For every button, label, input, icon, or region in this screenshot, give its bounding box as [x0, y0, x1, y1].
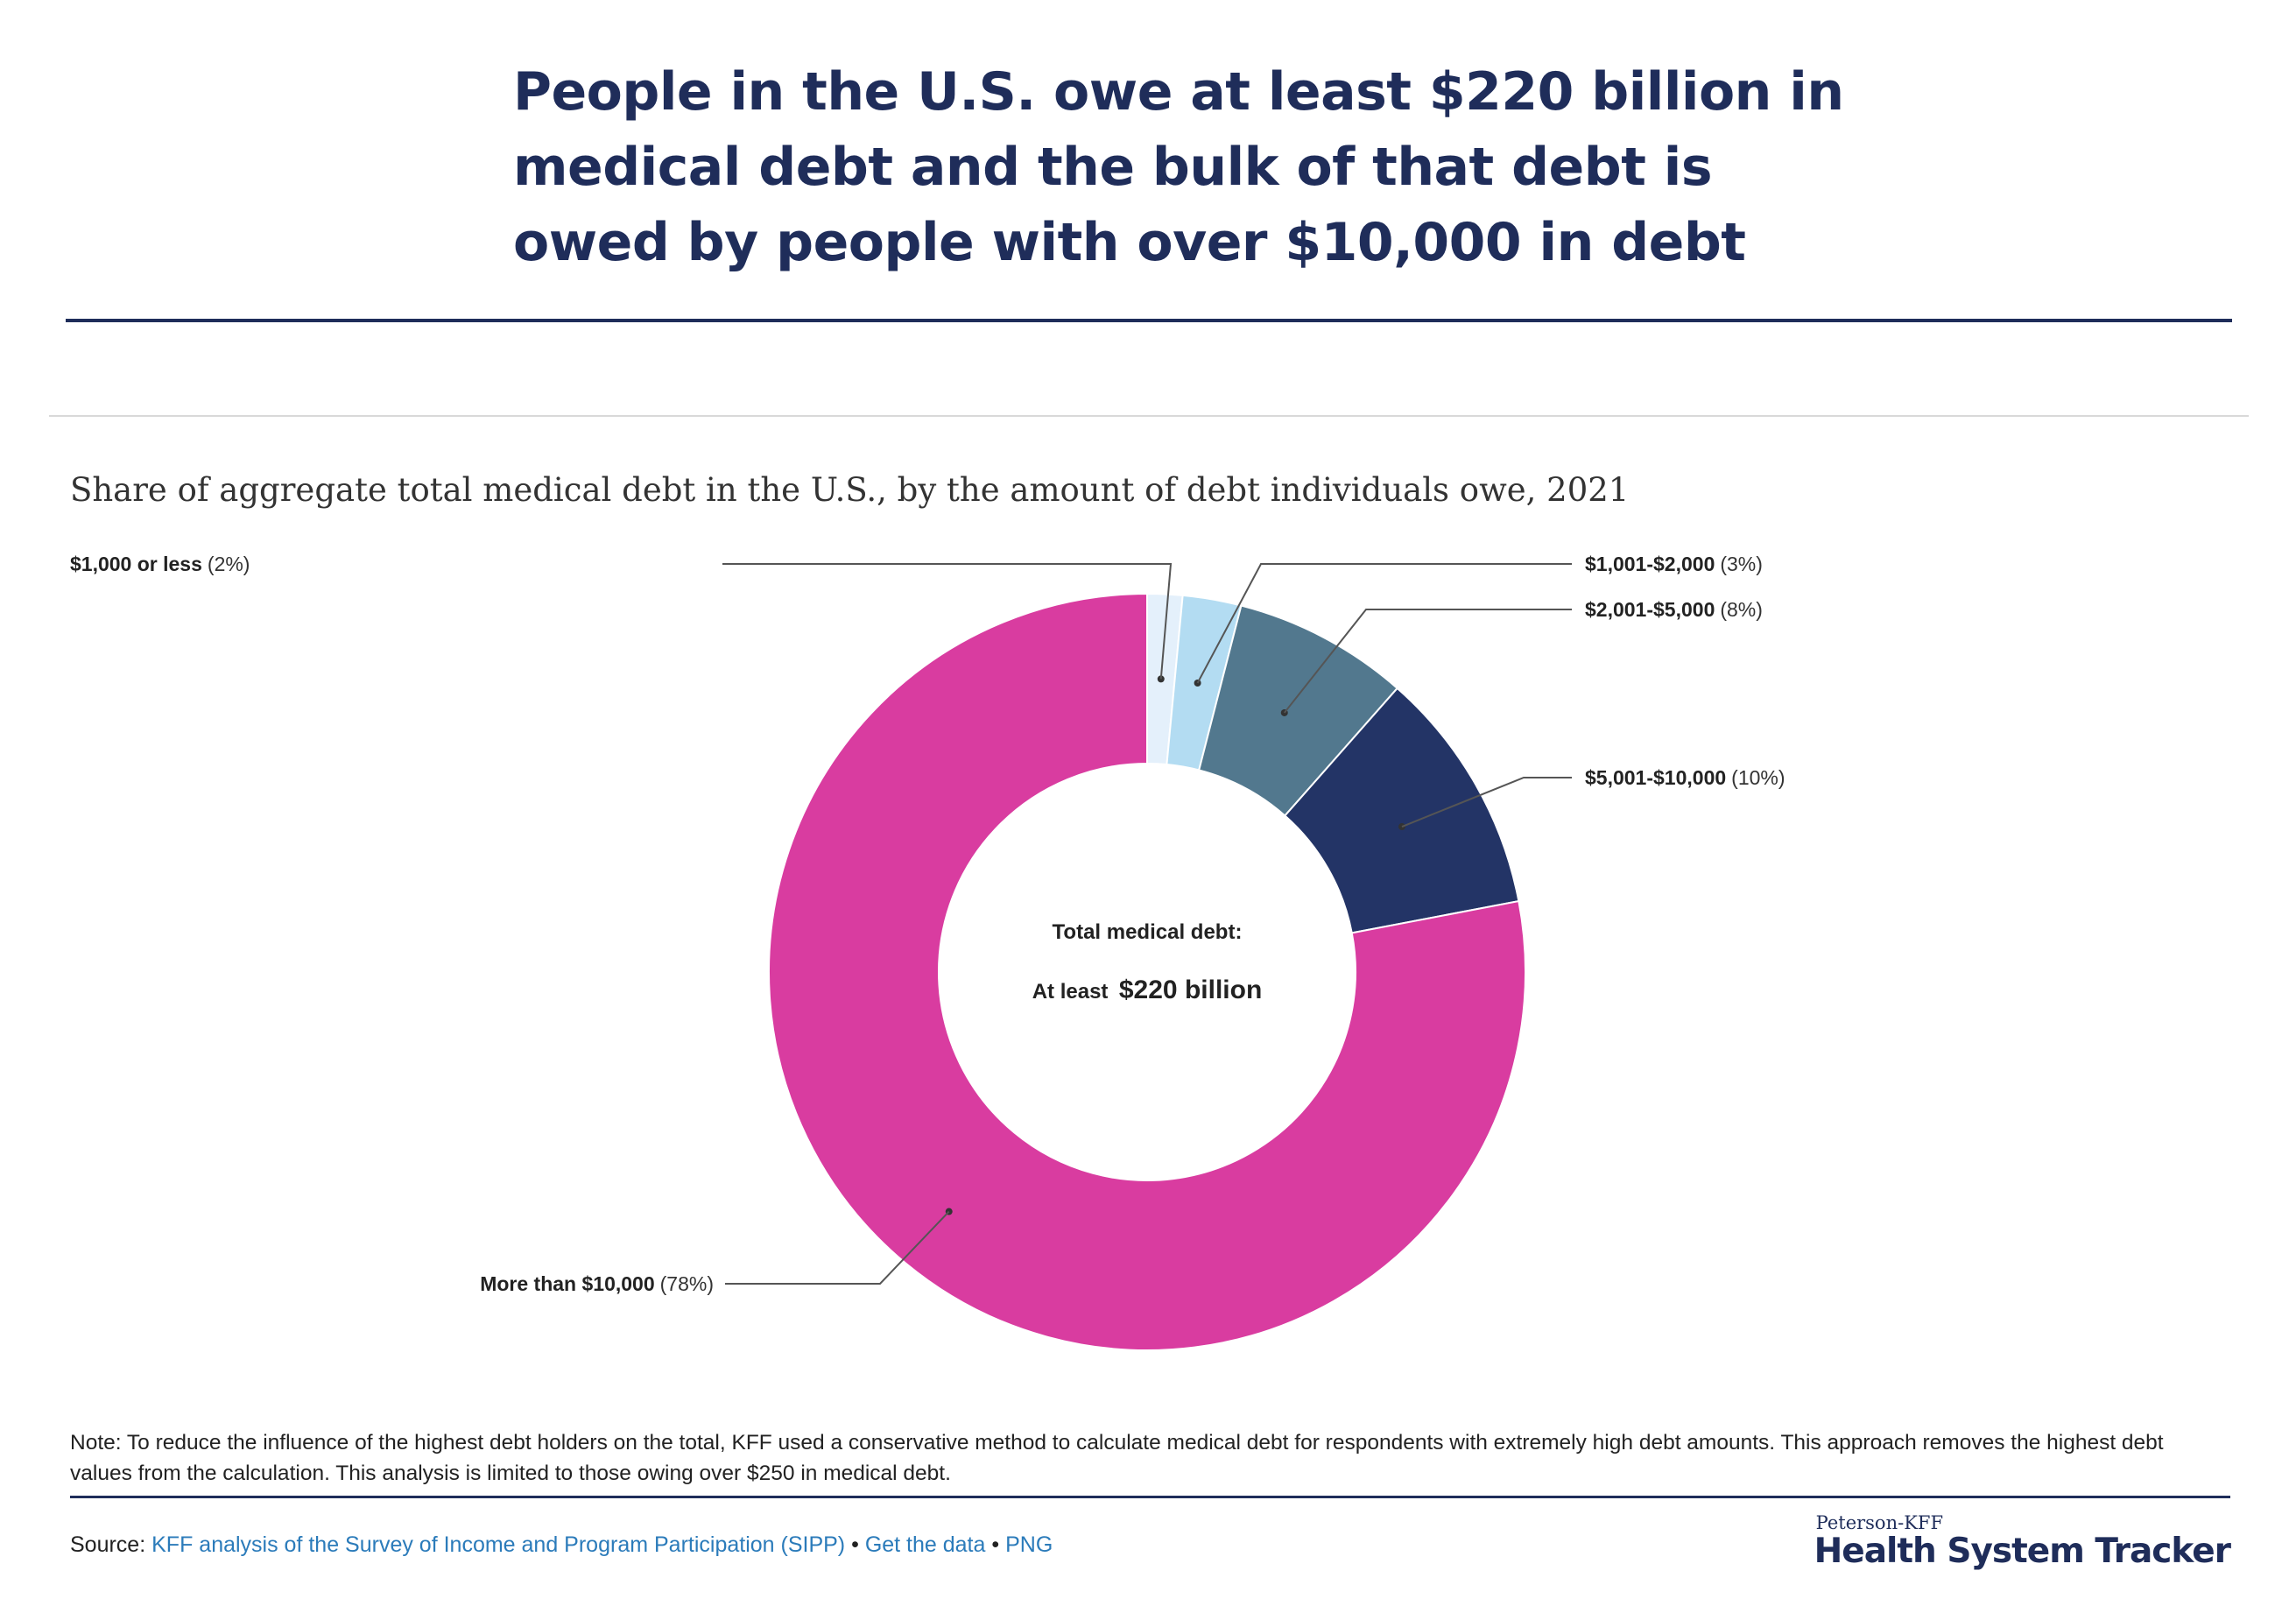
chart-headline: People in the U.S. owe at least $220 bil… [513, 54, 1914, 280]
slice-label-name: $2,001-$5,000 [1585, 598, 1715, 621]
leader-lines [722, 563, 1572, 1285]
slice-label: $1,001-$2,000 (3%) [1585, 553, 1763, 575]
footer-divider [70, 1496, 2230, 1498]
chart-subtitle: Share of aggregate total medical debt in… [70, 471, 1630, 509]
slice-label: $5,001-$10,000 (10%) [1585, 766, 1785, 789]
leader-line [1196, 563, 1572, 684]
center-label-title: Total medical debt: [1053, 920, 1243, 944]
center-label-prefix: At least [1032, 980, 1109, 1004]
leader-line [1401, 777, 1572, 828]
source-label: Source: [70, 1532, 146, 1557]
leader-line [722, 563, 1173, 680]
headline-line-3: owed by people with over $10,000 in debt [513, 212, 1746, 273]
source-separator: • [851, 1532, 859, 1557]
center-label-value: $220 billion [1119, 976, 1262, 1004]
slice-label-percent: (78%) [660, 1272, 714, 1295]
section-divider [49, 415, 2249, 417]
slice-label-name: More than $10,000 [480, 1272, 654, 1295]
source-separator: • [991, 1532, 1000, 1557]
chart-note: Note: To reduce the influence of the hig… [70, 1431, 2164, 1485]
donut-slices [768, 592, 1526, 1351]
brand-logo: Peterson-KFF Health System Tracker [1814, 1512, 2231, 1571]
leader-line [1283, 609, 1572, 714]
brand-logo-top: Peterson-KFF [1815, 1512, 1944, 1533]
slice-label-percent: (10%) [1731, 766, 1785, 789]
donut-slice [768, 592, 1526, 1351]
slice-label-percent: (2%) [208, 553, 250, 575]
source-line: Source: KFF analysis of the Survey of In… [70, 1532, 1053, 1558]
png-link[interactable]: PNG [1005, 1532, 1053, 1557]
headline-divider [66, 319, 2232, 322]
source-link-sipp[interactable]: KFF analysis of the Survey of Income and… [151, 1532, 846, 1557]
slice-label-name: $5,001-$10,000 [1585, 766, 1726, 789]
slice-labels: $1,000 or less (2%) $1,001-$2,000 (3%) $2,00… [70, 553, 1785, 1295]
slice-label-percent: (3%) [1720, 553, 1763, 575]
slice-label: $1,000 or less (2%) [70, 553, 250, 575]
slice-label-name: $1,001-$2,000 [1585, 553, 1715, 575]
center-label-total: At least $220 billion [1032, 976, 1263, 1004]
brand-logo-main: Health System Tracker [1814, 1532, 2231, 1571]
slice-label-name: $1,000 or less [70, 553, 202, 575]
headline-line-1: People in the U.S. owe at least $220 bil… [513, 61, 1844, 123]
headline-line-2: medical debt and the bulk of that debt i… [513, 137, 1713, 198]
slice-label-percent: (8%) [1720, 598, 1763, 621]
slice-label: $2,001-$5,000 (8%) [1585, 598, 1763, 621]
donut-chart: $1,000 or less (2%) $1,001-$2,000 (3%) $2,00… [70, 553, 1785, 1351]
leader-line [725, 1210, 950, 1285]
get-the-data-link[interactable]: Get the data [864, 1532, 986, 1557]
slice-label: More than $10,000 (78%) [480, 1272, 714, 1295]
